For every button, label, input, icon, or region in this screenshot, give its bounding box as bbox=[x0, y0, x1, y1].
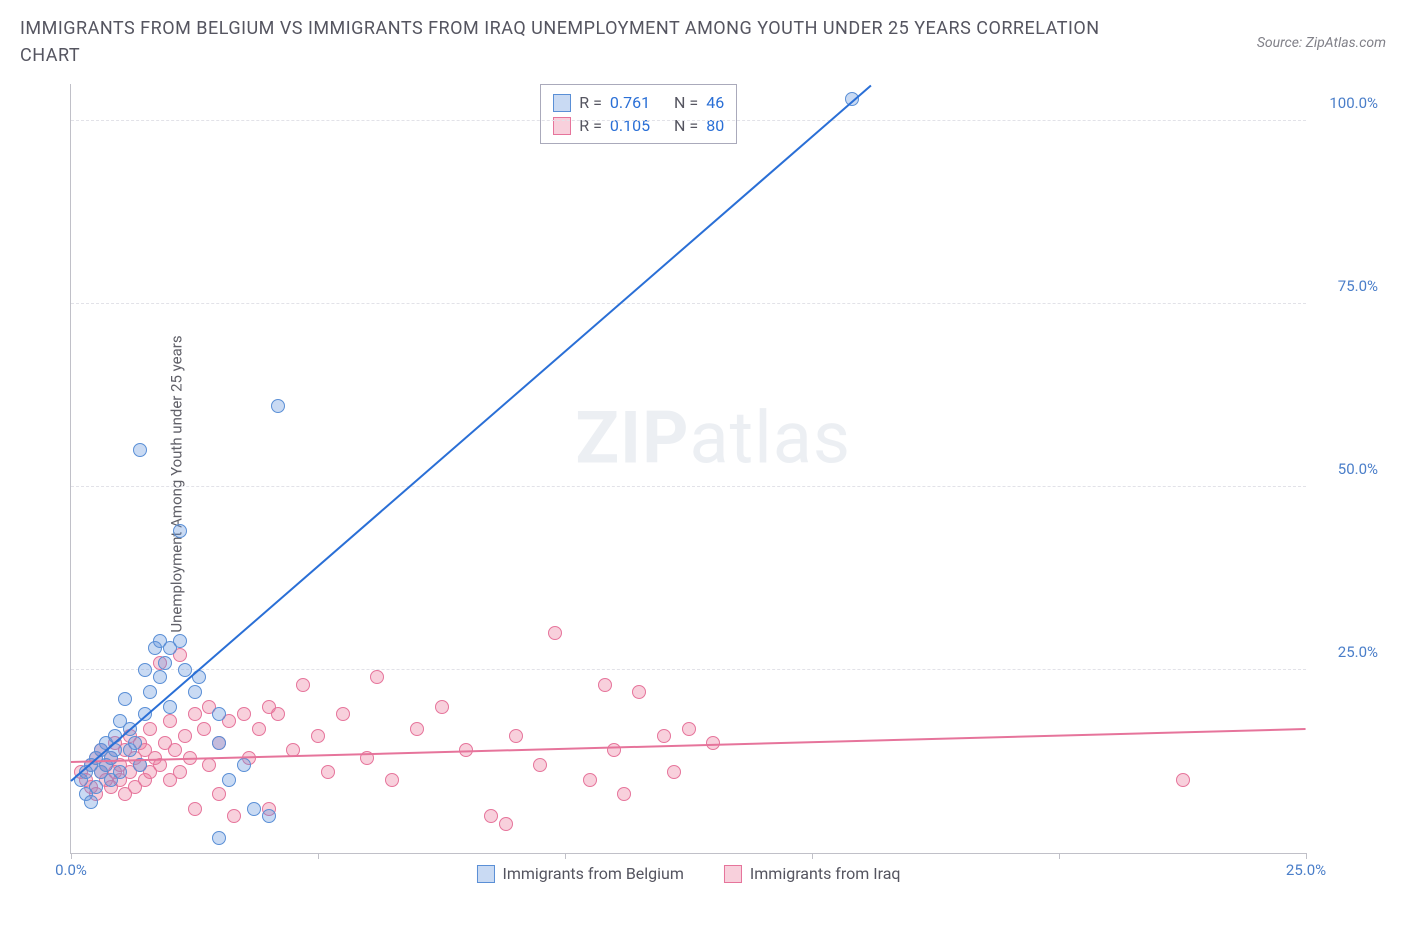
scatter-point-iraq bbox=[1176, 773, 1190, 787]
scatter-point-iraq bbox=[617, 787, 631, 801]
scatter-point-iraq bbox=[370, 670, 384, 684]
regression-line-belgium bbox=[70, 84, 872, 781]
scatter-point-belgium bbox=[143, 685, 157, 699]
scatter-point-belgium bbox=[212, 707, 226, 721]
scatter-point-belgium bbox=[138, 663, 152, 677]
y-tick-label: 50.0% bbox=[1338, 460, 1378, 478]
scatter-point-iraq bbox=[311, 729, 325, 743]
scatter-point-belgium bbox=[247, 802, 261, 816]
source-attribution: Source: ZipAtlas.com bbox=[1257, 35, 1386, 51]
scatter-point-belgium bbox=[128, 736, 142, 750]
legend-item-belgium: Immigrants from Belgium bbox=[476, 864, 683, 883]
series-legend: Immigrants from Belgium Immigrants from … bbox=[476, 864, 900, 883]
scatter-point-iraq bbox=[178, 729, 192, 743]
scatter-point-belgium bbox=[158, 656, 172, 670]
scatter-point-belgium bbox=[237, 758, 251, 772]
watermark-text: ZIPatlas bbox=[575, 395, 851, 480]
scatter-point-iraq bbox=[410, 722, 424, 736]
x-tick-label: 0.0% bbox=[55, 861, 87, 879]
scatter-point-belgium bbox=[188, 685, 202, 699]
scatter-point-iraq bbox=[548, 626, 562, 640]
scatter-point-belgium bbox=[153, 670, 167, 684]
scatter-point-iraq bbox=[509, 729, 523, 743]
scatter-point-iraq bbox=[682, 722, 696, 736]
correlation-legend: R = 0.761 N = 46 R = 0.105 N = 80 bbox=[540, 84, 737, 144]
scatter-point-iraq bbox=[173, 765, 187, 779]
scatter-point-belgium bbox=[84, 795, 98, 809]
scatter-point-iraq bbox=[435, 700, 449, 714]
legend-item-iraq: Immigrants from Iraq bbox=[724, 864, 901, 883]
scatter-point-belgium bbox=[262, 809, 276, 823]
scatter-point-iraq bbox=[168, 743, 182, 757]
scatter-point-iraq bbox=[385, 773, 399, 787]
scatter-point-iraq bbox=[533, 758, 547, 772]
x-tick bbox=[1306, 853, 1307, 859]
scatter-point-iraq bbox=[212, 787, 226, 801]
scatter-point-belgium bbox=[212, 831, 226, 845]
x-tick bbox=[318, 853, 319, 859]
scatter-point-iraq bbox=[336, 707, 350, 721]
y-tick-label: 75.0% bbox=[1338, 277, 1378, 295]
chart-title: IMMIGRANTS FROM BELGIUM VS IMMIGRANTS FR… bbox=[20, 15, 1120, 69]
scatter-point-belgium bbox=[222, 773, 236, 787]
x-tick-label: 25.0% bbox=[1286, 861, 1326, 879]
x-tick bbox=[565, 853, 566, 859]
scatter-point-iraq bbox=[202, 758, 216, 772]
scatter-point-iraq bbox=[296, 678, 310, 692]
scatter-point-belgium bbox=[173, 634, 187, 648]
y-tick-label: 25.0% bbox=[1338, 643, 1378, 661]
scatter-point-iraq bbox=[484, 809, 498, 823]
scatter-point-iraq bbox=[271, 707, 285, 721]
legend-row-iraq: R = 0.105 N = 80 bbox=[553, 114, 724, 137]
scatter-point-iraq bbox=[657, 729, 671, 743]
scatter-point-belgium bbox=[271, 399, 285, 413]
scatter-point-iraq bbox=[252, 722, 266, 736]
x-tick bbox=[1059, 853, 1060, 859]
scatter-point-iraq bbox=[227, 809, 241, 823]
gridline bbox=[71, 120, 1306, 121]
y-tick-label: 100.0% bbox=[1329, 94, 1378, 112]
scatter-point-iraq bbox=[667, 765, 681, 779]
x-tick bbox=[71, 853, 72, 859]
scatter-point-iraq bbox=[321, 765, 335, 779]
scatter-point-iraq bbox=[197, 722, 211, 736]
gridline bbox=[71, 486, 1306, 487]
scatter-point-iraq bbox=[598, 678, 612, 692]
scatter-point-iraq bbox=[163, 714, 177, 728]
scatter-point-iraq bbox=[188, 802, 202, 816]
swatch-belgium-icon bbox=[476, 865, 494, 883]
scatter-point-belgium bbox=[163, 700, 177, 714]
scatter-point-iraq bbox=[237, 707, 251, 721]
scatter-point-iraq bbox=[499, 817, 513, 831]
scatter-point-iraq bbox=[583, 773, 597, 787]
scatter-point-iraq bbox=[188, 707, 202, 721]
x-tick bbox=[812, 853, 813, 859]
scatter-point-belgium bbox=[113, 765, 127, 779]
scatter-point-iraq bbox=[632, 685, 646, 699]
scatter-point-belgium bbox=[118, 692, 132, 706]
gridline bbox=[71, 669, 1306, 670]
scatter-point-belgium bbox=[173, 524, 187, 538]
chart-container: Unemployment Among Youth under 25 years … bbox=[20, 74, 1386, 894]
gridline bbox=[71, 303, 1306, 304]
scatter-point-iraq bbox=[143, 722, 157, 736]
swatch-iraq-icon bbox=[724, 865, 742, 883]
plot-area: ZIPatlas R = 0.761 N = 46 R = 0.105 N = … bbox=[70, 84, 1306, 854]
legend-row-belgium: R = 0.761 N = 46 bbox=[553, 91, 724, 114]
swatch-belgium bbox=[553, 94, 571, 112]
scatter-point-belgium bbox=[133, 443, 147, 457]
scatter-point-belgium bbox=[212, 736, 226, 750]
